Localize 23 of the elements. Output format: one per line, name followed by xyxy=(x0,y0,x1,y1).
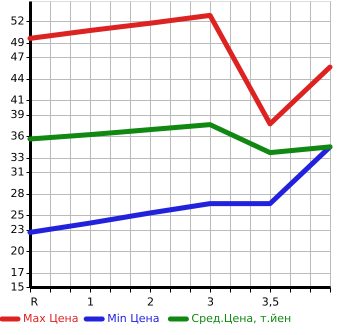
x-tick-label: 1 xyxy=(87,296,94,308)
x-tick-label: 3,5 xyxy=(262,296,280,308)
y-tick-label: 44 xyxy=(10,72,24,86)
y-tick-label: 33 xyxy=(10,151,24,164)
y-tick-label: 20 xyxy=(10,244,24,258)
y-tick-label: 47 xyxy=(10,50,24,64)
y-tick-label: 17 xyxy=(10,266,24,280)
y-tick-label: 36 xyxy=(10,130,24,143)
y-tick-label: 25 xyxy=(10,208,24,222)
y-tick-label: 49 xyxy=(10,36,24,50)
x-tick-label: 3 xyxy=(207,296,214,308)
x-tick-label: R xyxy=(30,296,38,308)
y-tick-label: 31 xyxy=(10,166,24,179)
legend-label: Min Цена xyxy=(107,312,160,325)
y-tick-label: 28 xyxy=(10,187,24,200)
legend-label: Сред.Цена, т.йен xyxy=(191,312,292,325)
y-tick-label: 39 xyxy=(10,108,24,122)
y-tick-label: 52 xyxy=(10,14,24,28)
y-tick-label: 23 xyxy=(10,223,24,236)
x-tick-label: 2 xyxy=(147,296,154,308)
y-tick-label: 15 xyxy=(10,280,24,294)
y-tick-label: 41 xyxy=(10,94,24,107)
legend-label: Max Цена xyxy=(23,312,78,325)
